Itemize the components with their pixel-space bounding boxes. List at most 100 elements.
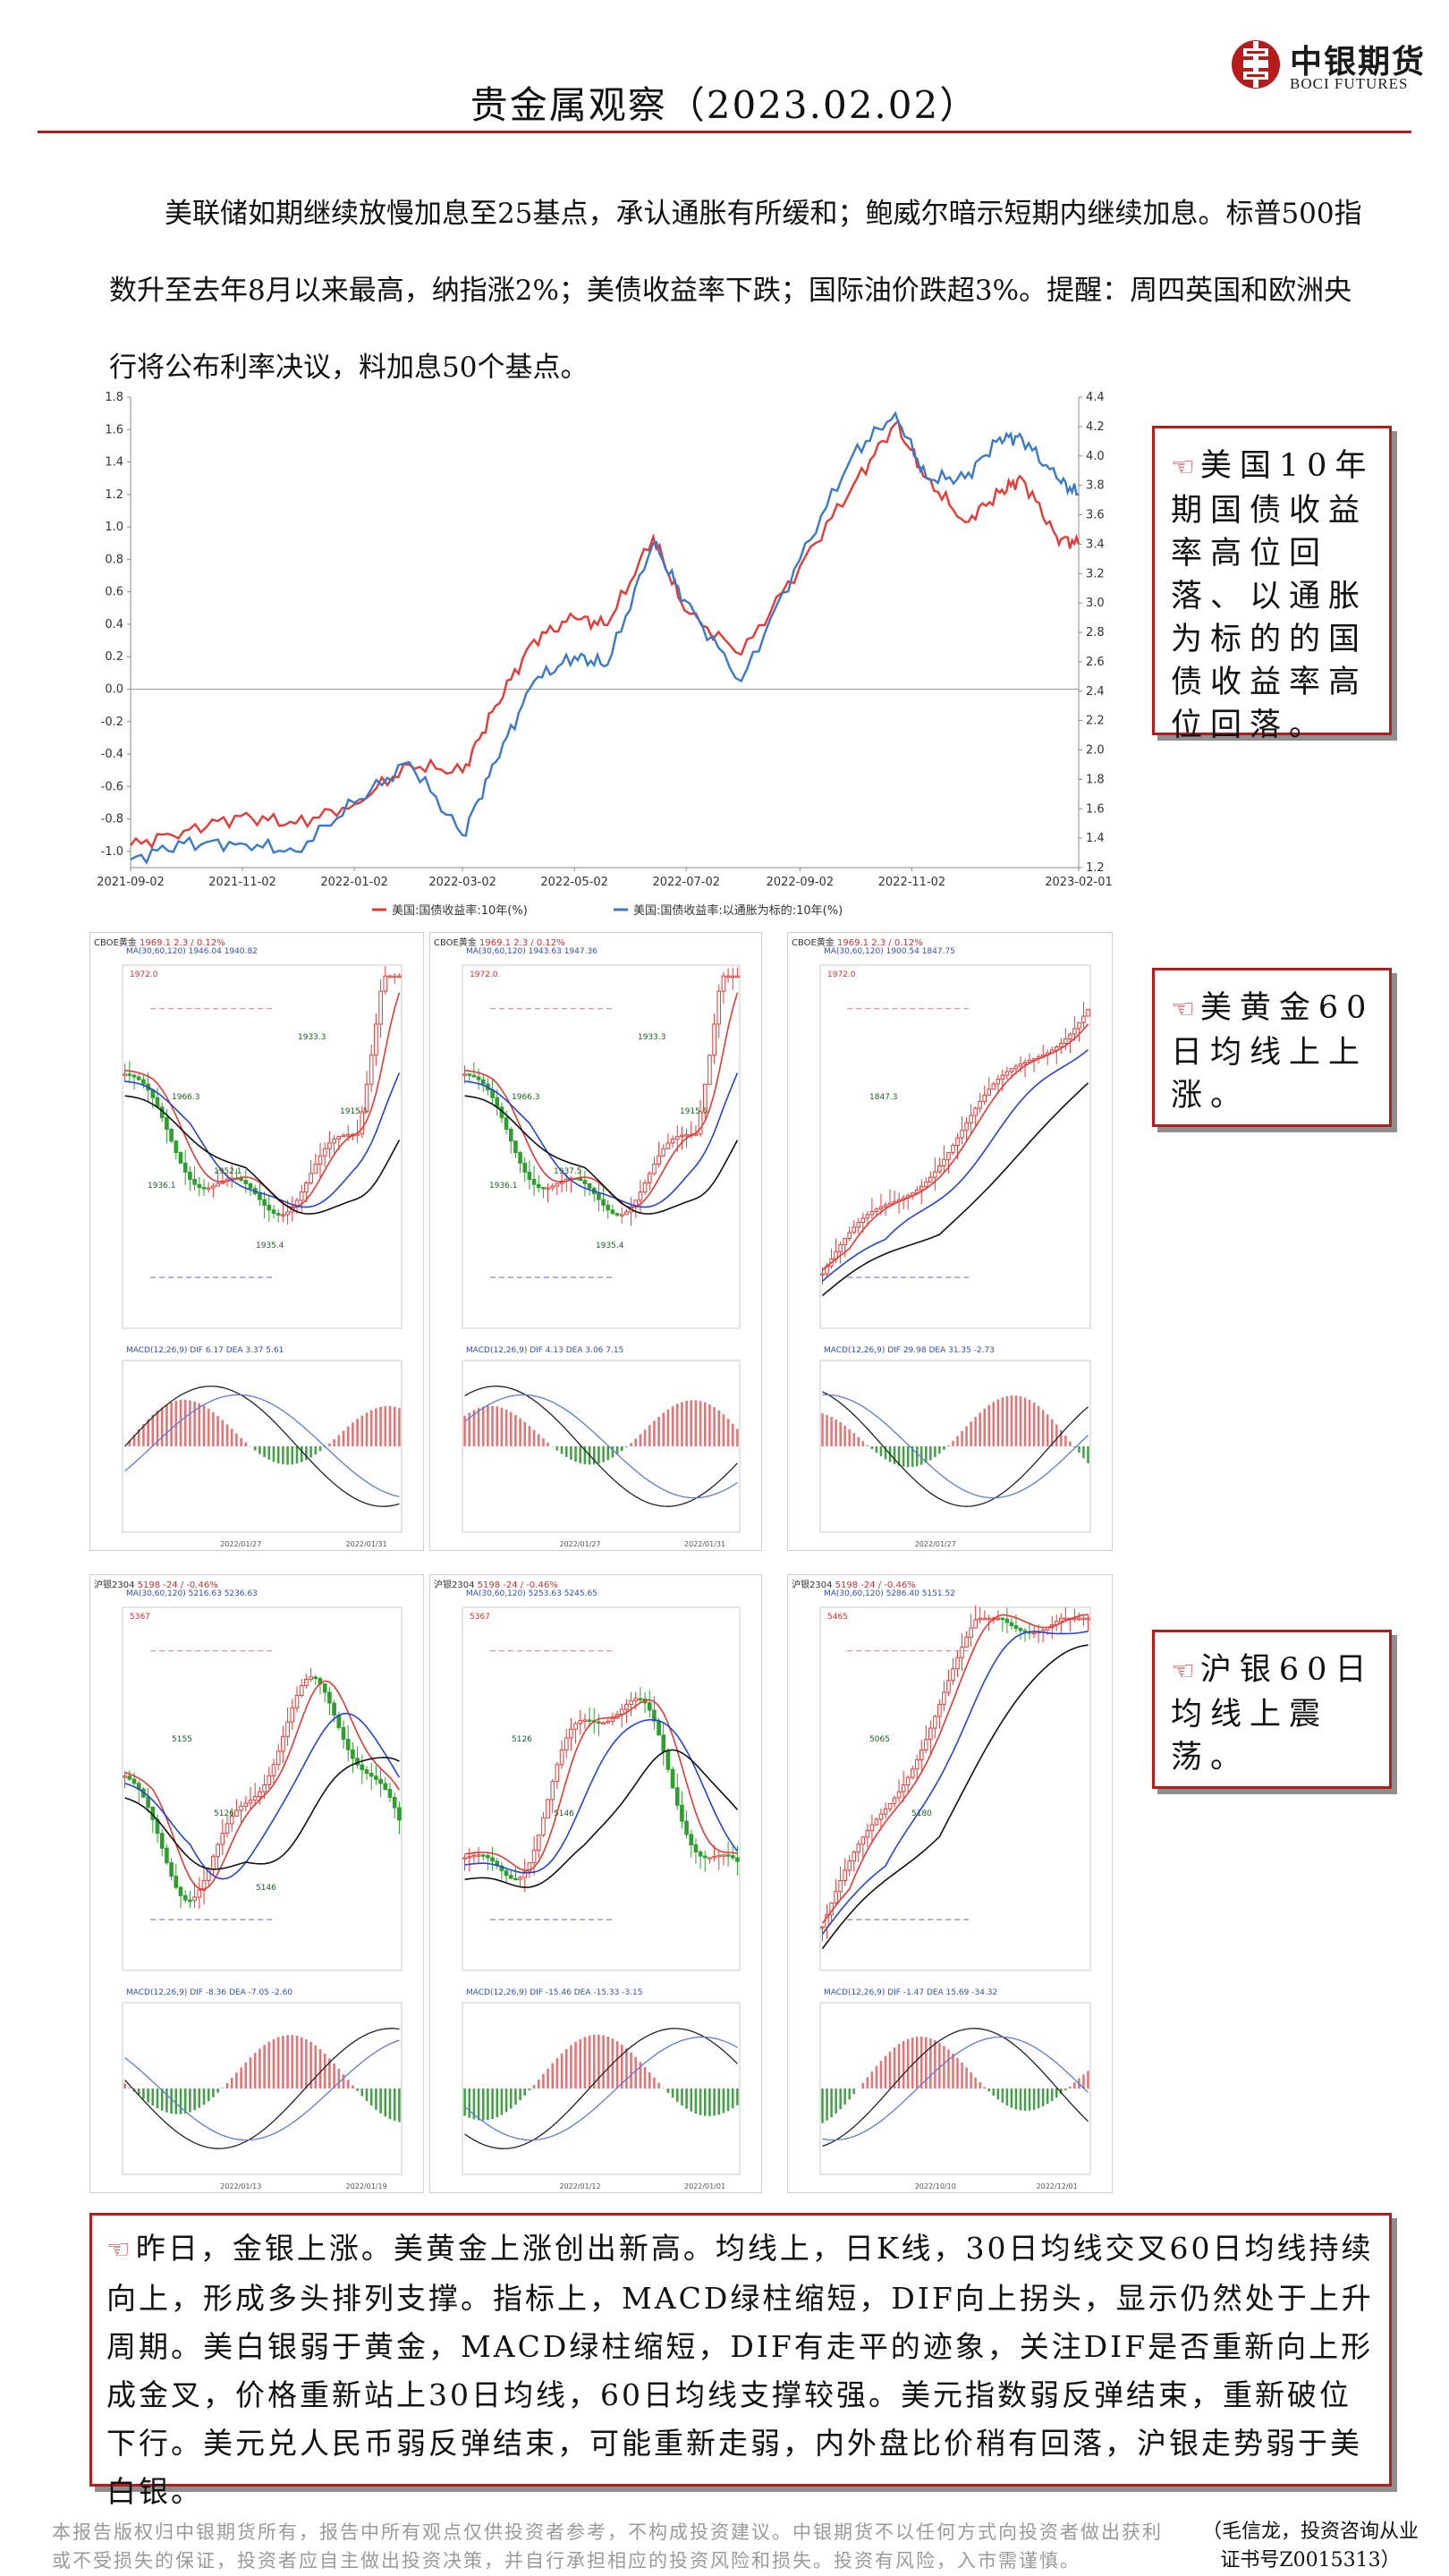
candle-body — [874, 1818, 879, 1826]
x-date-label: 2022/01/19 — [345, 2182, 387, 2190]
pointing-hand-icon: ☜ — [1171, 452, 1195, 483]
candle-body — [369, 1055, 374, 1085]
candle-body — [201, 1879, 207, 1891]
left-tick-label: 1.8 — [105, 391, 123, 404]
price-label: 1937.5 — [554, 1167, 582, 1176]
candle-body — [341, 1134, 346, 1138]
candle-body — [852, 1226, 857, 1233]
price-frame — [122, 964, 402, 1329]
candle-body — [216, 1182, 220, 1187]
panel-macd-legend: MACD(12,26,9) DIF 4.13 DEA 3.06 7.15 — [466, 1346, 624, 1355]
candle-body — [536, 1183, 541, 1189]
candle-body — [476, 1854, 481, 1857]
x-tick-label: 2022-03-02 — [428, 876, 496, 889]
candle-body — [1063, 1038, 1068, 1044]
candle-body — [182, 1894, 188, 1901]
price-label: 1935.4 — [596, 1241, 624, 1250]
candle-body — [271, 1209, 276, 1215]
x-tick-label: 2022-09-02 — [767, 876, 835, 889]
macd-dea-line — [822, 2036, 1089, 2141]
candle-body — [896, 1791, 902, 1799]
candle-body — [364, 1769, 369, 1775]
candle-body — [874, 1208, 879, 1213]
x-date-label: 2022/01/12 — [559, 2182, 601, 2190]
macd-dif-line — [822, 1391, 1089, 1507]
candle-body — [165, 1117, 169, 1131]
candle-body — [123, 1775, 127, 1778]
candle-body — [964, 1636, 969, 1648]
macd-frame — [122, 1360, 402, 1533]
candle-body — [258, 1791, 262, 1798]
left-tick-label: 0.0 — [105, 682, 123, 696]
ma30-line — [821, 1614, 1089, 1924]
macd-frame — [462, 2002, 741, 2175]
candle-body — [684, 1820, 689, 1835]
candle-body — [271, 1764, 276, 1776]
candle-body — [383, 1783, 388, 1791]
candle-body — [978, 1617, 982, 1621]
candle-body — [702, 1083, 708, 1113]
panel-macd-legend: MACD(12,26,9) DIF -15.46 DEA -15.33 -3.1… — [466, 1988, 643, 1997]
series-line-2 — [130, 411, 1080, 865]
panel-macd-legend: MACD(12,26,9) DIF 29.98 DEA 31.35 -2.73 — [824, 1346, 996, 1355]
right-tick-label: 2.0 — [1086, 744, 1105, 758]
candle-body — [178, 1886, 183, 1896]
candle-svg — [122, 1606, 402, 2175]
price-label: 1972.0 — [130, 970, 158, 979]
note-box-silver: ☜ 沪银60日均线上震荡。 — [1152, 1630, 1392, 1789]
candle-body — [652, 1164, 657, 1174]
candle-body — [127, 1073, 132, 1076]
candle-body — [499, 1865, 504, 1872]
candle-body — [661, 1148, 666, 1157]
panel-ma-legend: MA(30,60,120) 5253.63 5245.65 — [466, 1589, 597, 1598]
macd-frame — [819, 2002, 1091, 2175]
candle-body — [131, 1778, 137, 1784]
candle-body — [883, 1808, 888, 1815]
left-tick-label: -0.8 — [101, 813, 123, 826]
candle-body — [973, 1619, 978, 1629]
candle-body — [838, 1880, 843, 1893]
candle-body — [1081, 1015, 1086, 1023]
panel-title: CBOE黄金 1969.1 2.3 / 0.12% — [434, 935, 565, 948]
ma30-line — [821, 1023, 1089, 1271]
candle-body — [865, 1214, 870, 1219]
price-label: 5146 — [554, 1809, 574, 1818]
candle-body — [1086, 1008, 1090, 1017]
price-frame — [122, 1606, 402, 1971]
panel-macd-legend: MACD(12,26,9) DIF -1.47 DEA 15.69 -34.32 — [824, 1988, 998, 1997]
price-frame — [819, 964, 1091, 1329]
candle-body — [392, 975, 397, 979]
candle-body — [262, 1199, 267, 1206]
ma60-line — [821, 1631, 1089, 1935]
candle-body — [680, 1134, 684, 1138]
panel-title: 沪银2304 5198 -24 / -0.46% — [792, 1577, 916, 1590]
note-box-commentary: ☜ 昨日，金银上涨。美黄金上涨创出新高。均线上，日K线，30日均线交叉60日均线持… — [89, 2213, 1392, 2509]
price-frame — [819, 1606, 1091, 1971]
candle-body — [336, 1715, 342, 1728]
candle-body — [1009, 1068, 1014, 1072]
macd-dif-line — [124, 2028, 400, 2149]
candle-body — [518, 1877, 522, 1880]
candle-body — [531, 1179, 537, 1185]
candle-body — [555, 1182, 560, 1187]
right-tick-label: 3.4 — [1086, 538, 1105, 551]
right-tick-label: 1.6 — [1086, 802, 1105, 816]
candle-body — [629, 1699, 633, 1706]
candle-body — [642, 1182, 648, 1193]
candle-body — [946, 1152, 951, 1160]
candle-body — [239, 1178, 243, 1182]
price-label: 5367 — [470, 1613, 490, 1622]
candle-body — [887, 1202, 893, 1206]
candle-body — [878, 1206, 884, 1210]
candle-body — [680, 1804, 684, 1822]
candle-body — [928, 1176, 933, 1183]
candle-body — [969, 1627, 973, 1638]
candle-body — [225, 1823, 230, 1835]
candle-body — [197, 1889, 202, 1898]
header-divider — [38, 131, 1411, 133]
left-tick-label: 1.2 — [105, 488, 123, 502]
candle-body — [569, 1728, 573, 1739]
pointing-hand-icon: ☜ — [1171, 994, 1195, 1025]
candle-body — [624, 1704, 629, 1710]
candle-body — [275, 1750, 281, 1766]
